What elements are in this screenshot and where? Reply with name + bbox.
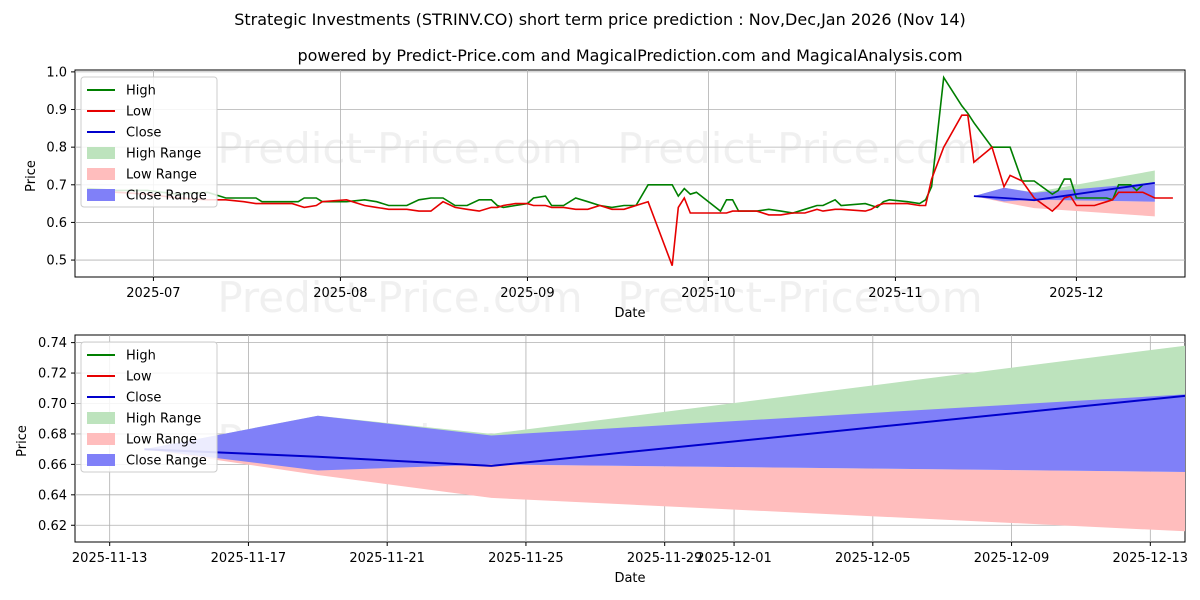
- x-tick-label: 2025-12-09: [974, 551, 1050, 566]
- history-legend: High Low Close High Range Low Range Close Ran…: [80, 76, 218, 208]
- watermark: Predict-Price.com: [617, 273, 982, 322]
- history-x-ticks: 2025-07 2025-08 2025-09 2025-10 2025-11 2025-…: [126, 277, 1104, 301]
- x-tick-label: 2025-09: [500, 286, 554, 301]
- x-tick-label: 2025-12-13: [1113, 551, 1189, 566]
- x-tick-label: 2025-12: [1049, 286, 1103, 301]
- history-lines: [87, 75, 1173, 266]
- history-plot-area: [74, 69, 1186, 278]
- forecast-x-ticks: 2025-11-13 2025-11-17 2025-11-21 2025-11-25…: [72, 542, 1188, 566]
- legend-high-label: High: [126, 84, 156, 99]
- y-tick-label: 0.9: [46, 103, 67, 118]
- close-forecast-line: [144, 394, 1186, 467]
- watermark: Predict-Price.com: [617, 124, 982, 173]
- x-tick-label: 2025-11-25: [488, 551, 564, 566]
- legend-close-label: Close: [126, 391, 161, 406]
- forecast-y-label: Price: [15, 425, 30, 457]
- forecast-x-label: Date: [614, 571, 645, 586]
- x-tick-label: 2025-12-01: [696, 551, 772, 566]
- legend-low-range-label: Low Range: [126, 433, 197, 448]
- y-tick-label: 0.7: [46, 178, 67, 193]
- forecast-legend: High Low Close High Range Low Range Close Ran…: [80, 341, 218, 473]
- y-tick-label: 0.74: [38, 336, 67, 351]
- history-y-ticks: 0.5 0.6 0.7 0.8 0.9 1.0: [46, 65, 75, 269]
- x-tick-label: 2025-07: [126, 286, 180, 301]
- y-tick-label: 0.68: [38, 427, 67, 442]
- legend-low-label: Low: [126, 370, 152, 385]
- y-tick-label: 0.66: [38, 458, 67, 473]
- legend-high-range-label: High Range: [126, 147, 201, 162]
- chart-title: Strategic Investments (STRINV.CO) short …: [234, 10, 966, 29]
- history-watermarks: Predict-Price.com Predict-Price.com Pred…: [217, 124, 982, 322]
- x-tick-label: 2025-11: [868, 286, 922, 301]
- forecast-panel: Predict-Price.com Predict-Price.com 0.62…: [15, 334, 1188, 586]
- legend-close-range-swatch: [87, 189, 115, 201]
- low-line: [87, 114, 1173, 266]
- legend-close-range-label: Close Range: [126, 454, 207, 469]
- y-tick-label: 0.62: [38, 519, 67, 534]
- x-tick-label: 2025-11-13: [72, 551, 148, 566]
- legend-close-range-label: Close Range: [126, 189, 207, 204]
- close-range-band: [144, 394, 1185, 472]
- legend-low-range-swatch: [87, 168, 115, 180]
- x-tick-label: 2025-11-17: [211, 551, 287, 566]
- history-grid: [75, 70, 1185, 277]
- legend-high-range-swatch: [87, 412, 115, 424]
- y-tick-label: 0.8: [46, 141, 67, 156]
- y-tick-label: 0.72: [38, 367, 67, 382]
- legend-close-label: Close: [126, 126, 161, 141]
- x-tick-label: 2025-10: [681, 286, 735, 301]
- low-range-band: [144, 449, 1185, 532]
- y-tick-label: 1.0: [46, 65, 67, 80]
- y-tick-label: 0.5: [46, 254, 67, 269]
- y-tick-label: 0.70: [38, 397, 67, 412]
- legend-low-range-label: Low Range: [126, 168, 197, 183]
- x-tick-label: 2025-11-29: [627, 551, 703, 566]
- forecast-lines: [144, 394, 1186, 467]
- legend-low-range-swatch: [87, 433, 115, 445]
- history-x-label: Date: [614, 306, 645, 321]
- chart-subtitle: powered by Predict-Price.com and Magical…: [297, 46, 962, 65]
- close-range-band: [973, 182, 1155, 202]
- history-panel: Predict-Price.com Predict-Price.com Pred…: [24, 65, 1186, 322]
- watermark: Predict-Price.com: [217, 273, 582, 322]
- legend-high-range-swatch: [87, 147, 115, 159]
- y-tick-label: 0.6: [46, 216, 67, 231]
- forecast-ranges: [144, 345, 1185, 532]
- x-tick-label: 2025-08: [313, 286, 367, 301]
- x-tick-label: 2025-12-05: [835, 551, 911, 566]
- close-forecast-line: [973, 182, 1155, 202]
- forecast-y-ticks: 0.62 0.64 0.66 0.68 0.70 0.72 0.74: [38, 336, 75, 534]
- x-tick-label: 2025-11-21: [349, 551, 425, 566]
- y-tick-label: 0.64: [38, 488, 67, 503]
- legend-low-label: Low: [126, 105, 152, 120]
- legend-high-range-label: High Range: [126, 412, 201, 427]
- legend-close-range-swatch: [87, 454, 115, 466]
- history-y-label: Price: [24, 160, 39, 192]
- watermark: Predict-Price.com: [217, 124, 582, 173]
- legend-high-label: High: [126, 349, 156, 364]
- high-line: [87, 75, 1144, 214]
